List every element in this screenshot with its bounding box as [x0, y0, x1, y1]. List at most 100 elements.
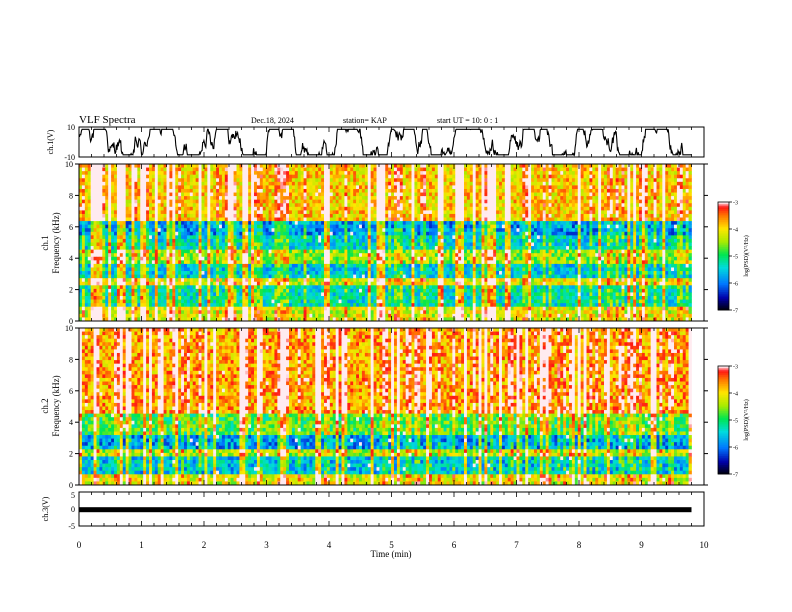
spectrogram-cell — [140, 196, 143, 200]
spectrogram-cell — [464, 193, 467, 197]
spectrogram-cell — [622, 193, 625, 197]
spectrogram-cell — [277, 210, 280, 214]
spectrogram-cell — [645, 225, 648, 229]
spectrogram-cell — [269, 235, 272, 239]
spectrogram-cell — [359, 203, 362, 207]
spectrogram-cell — [193, 171, 196, 175]
spectrogram-cell — [671, 232, 674, 236]
spectrogram-cell — [519, 207, 522, 211]
spectrogram-cell — [228, 189, 231, 193]
spectrogram-cell — [484, 171, 487, 175]
start-ut-label: start UT = 10: 0 : 1 — [437, 116, 498, 125]
spectrogram-cell — [447, 185, 450, 189]
spectrogram-cell — [467, 243, 470, 247]
spectrogram-cell — [137, 218, 140, 222]
spectrogram-cell — [426, 178, 429, 182]
spectrogram-cell — [342, 214, 345, 218]
spectrogram-cell — [613, 189, 616, 193]
spectrogram-cell — [461, 243, 464, 247]
spectrogram-cell — [680, 171, 683, 175]
spectrogram-cell — [522, 175, 525, 179]
spectrogram-cell — [339, 189, 342, 193]
spectrogram-cell — [301, 210, 304, 214]
spectrogram-cell — [184, 164, 187, 168]
spectrogram-cell — [435, 178, 438, 182]
spectrogram-cell — [114, 185, 117, 189]
spectrogram-cell — [347, 164, 350, 168]
spectrogram-cell — [237, 185, 240, 189]
spectrogram-cell — [257, 243, 260, 247]
spectrogram-cell — [613, 225, 616, 229]
spectrogram-cell — [350, 193, 353, 197]
spectrogram-cell — [193, 221, 196, 225]
spectrogram-cell — [572, 193, 575, 197]
spectrogram-cell — [531, 193, 534, 197]
spectrogram-cell — [511, 203, 514, 207]
spectrogram-cell — [382, 171, 385, 175]
spectrogram-cell — [598, 228, 601, 232]
spectrogram-cell — [152, 171, 155, 175]
spectrogram-cell — [522, 182, 525, 186]
spectrogram-cell — [82, 182, 85, 186]
spectrogram-cell — [604, 164, 607, 168]
spectrogram-cell — [248, 196, 251, 200]
spectrogram-cell — [304, 239, 307, 243]
spectrogram-cell — [193, 232, 196, 236]
spectrogram-cell — [680, 185, 683, 189]
spectrogram-cell — [522, 193, 525, 197]
spectrogram-cell — [318, 246, 321, 250]
spectrogram-cell — [152, 246, 155, 250]
spectrogram-cell — [665, 203, 668, 207]
spectrogram-cell — [330, 239, 333, 243]
figure-title: VLF Spectra — [79, 114, 136, 126]
spectrogram-cell — [295, 189, 298, 193]
spectrogram-cell — [648, 171, 651, 175]
spectrogram-cell — [242, 182, 245, 186]
spectrogram-cell — [423, 193, 426, 197]
spectrogram-cell — [639, 175, 642, 179]
spectrogram-cell — [143, 228, 146, 232]
spectrogram-cell — [272, 185, 275, 189]
spectrogram-cell — [470, 189, 473, 193]
spectrogram-cell — [228, 182, 231, 186]
spectrogram-cell — [566, 193, 569, 197]
spectrogram-cell — [624, 210, 627, 214]
spectrogram-cell — [146, 246, 149, 250]
spectrogram-cell — [447, 235, 450, 239]
spectrogram-cell — [554, 207, 557, 211]
spectrogram-cell — [257, 221, 260, 225]
spectrogram-cell — [598, 196, 601, 200]
spectrogram-cell — [204, 207, 207, 211]
spectrogram-cell — [274, 182, 277, 186]
spectrogram-cell — [295, 246, 298, 250]
spectrogram-cell — [152, 203, 155, 207]
spectrogram-cell — [496, 182, 499, 186]
spectrogram-cell — [242, 203, 245, 207]
spectrogram-cell — [199, 182, 202, 186]
spectrogram-cell — [537, 225, 540, 229]
spectrogram-cell — [210, 218, 213, 222]
spectrogram-cell — [519, 200, 522, 204]
spectrogram-cell — [254, 171, 257, 175]
spectrogram-cell — [181, 207, 184, 211]
spectrogram-cell — [604, 218, 607, 222]
spectrogram-cell — [204, 193, 207, 197]
spectrogram-cell — [391, 207, 394, 211]
spectrogram-cell — [169, 182, 172, 186]
spectrogram-cell — [149, 185, 152, 189]
spectrogram-cell — [624, 214, 627, 218]
spectrogram-cell — [636, 243, 639, 247]
spectrogram-cell — [368, 228, 371, 232]
spectrogram-cell — [312, 164, 315, 168]
spectrogram-cell — [365, 207, 368, 211]
spectrogram-cell — [455, 210, 458, 214]
spectrogram-cell — [426, 221, 429, 225]
spectrogram-cell — [487, 203, 490, 207]
spectrogram-cell — [342, 185, 345, 189]
spectrogram-cell — [123, 228, 126, 232]
spectrogram-cell — [417, 182, 420, 186]
spectrogram-cell — [429, 239, 432, 243]
spectrogram-cell — [301, 203, 304, 207]
spectrogram-cell — [622, 207, 625, 211]
